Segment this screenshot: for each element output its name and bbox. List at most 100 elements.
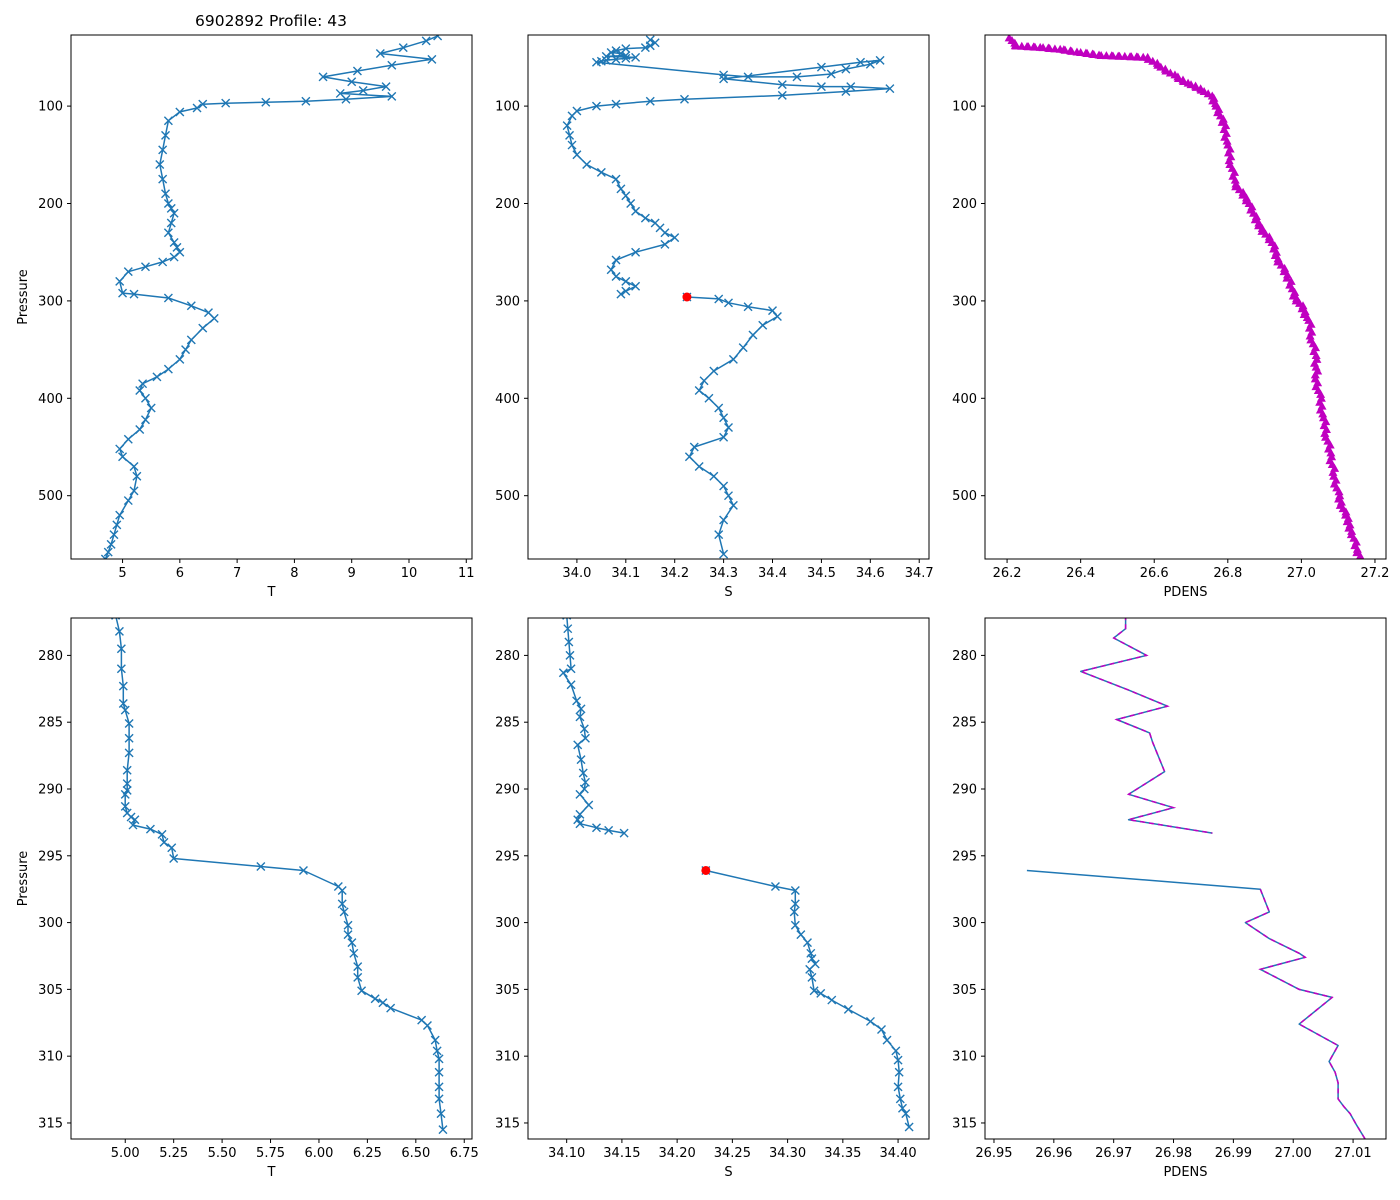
data-point: [124, 748, 134, 758]
data-point: [809, 986, 819, 996]
data-point: [163, 199, 173, 208]
y-tick-label: 200: [38, 197, 63, 212]
data-point: [155, 160, 165, 170]
data-point: [1356, 551, 1365, 559]
data-point: [128, 820, 138, 830]
x-axis-label: T: [267, 1165, 276, 1180]
data-point: [621, 276, 631, 286]
data-point: [865, 59, 875, 69]
data-point: [343, 920, 353, 930]
x-tick-label: 34.4: [758, 566, 787, 581]
x-tick-label: 26.4: [1066, 566, 1095, 581]
x-tick-label: 6.50: [401, 1146, 430, 1161]
y-tick-label: 300: [495, 294, 520, 309]
series-t: [100, 35, 443, 559]
data-point: [621, 191, 631, 201]
series-line: [1026, 869, 1366, 1139]
plot-area: [1004, 35, 1365, 559]
data-point: [181, 345, 191, 355]
data-point: [576, 704, 586, 714]
data-point: [631, 281, 641, 291]
y-tick-label: 305: [38, 983, 63, 998]
data-point: [567, 111, 577, 121]
data-point: [897, 1103, 907, 1113]
data-point: [748, 330, 758, 340]
data-point: [115, 276, 125, 286]
data-point: [1156, 62, 1166, 71]
data-point: [807, 954, 817, 964]
x-tick-label: 26.99: [1215, 1146, 1252, 1161]
series-pdens-upper: [1078, 618, 1213, 834]
data-point: [122, 765, 132, 775]
data-point: [719, 481, 729, 491]
data-point: [719, 549, 729, 559]
data-point: [318, 72, 328, 82]
data-point: [660, 228, 670, 238]
data-point: [777, 80, 787, 90]
plot-area: [100, 35, 443, 559]
data-point: [591, 823, 601, 833]
x-tick-label: 6.75: [450, 1146, 479, 1161]
data-point: [198, 99, 208, 109]
data-point: [1148, 56, 1158, 65]
chart-pdens-zoom: 26.95 26.96 26.97 26.98 26.99 27.00 27.01 280 28…: [952, 617, 1387, 1180]
series-pdens: [1004, 35, 1365, 559]
x-tick-label: 34.1: [611, 566, 640, 581]
data-point: [728, 354, 738, 364]
data-point: [564, 637, 574, 647]
flagged-point: [682, 292, 692, 302]
data-point: [370, 994, 380, 1004]
data-point: [163, 228, 173, 238]
y-tick-label: 295: [495, 849, 520, 864]
data-point: [161, 130, 171, 140]
y-tick-label: 200: [952, 197, 977, 212]
data-point: [434, 1067, 444, 1077]
data-point: [122, 779, 132, 789]
data-point: [770, 882, 780, 892]
data-point: [670, 233, 680, 243]
y-tick-label: 280: [495, 649, 520, 664]
data-point: [790, 920, 800, 930]
x-tick-label: 26.2: [993, 566, 1022, 581]
data-point: [1280, 263, 1290, 272]
x-tick-label: 34.3: [709, 566, 738, 581]
data-point: [790, 899, 800, 909]
data-point: [877, 1024, 886, 1034]
data-point: [611, 255, 621, 265]
data-point: [118, 699, 128, 708]
series-pdens-lower: [1026, 869, 1366, 1139]
chart-s-zoom: 34.10 34.15 34.20 34.25 34.30 34.35 34.40 280 28…: [495, 617, 930, 1180]
y-tick-label: 295: [38, 849, 63, 864]
data-point: [882, 1035, 892, 1045]
x-tick-label: 5.00: [111, 1146, 140, 1161]
data-point: [130, 815, 140, 825]
data-point: [1224, 156, 1234, 165]
figure-title: 6902892 Profile: 43: [195, 12, 347, 30]
data-point: [724, 298, 733, 308]
data-point: [619, 828, 629, 838]
x-tick-label: 26.96: [1035, 1146, 1072, 1161]
data-point: [611, 54, 621, 64]
y-tick-label: 285: [495, 716, 520, 731]
data-point: [1222, 136, 1232, 145]
y-tick-label: 315: [38, 1116, 63, 1131]
y-tick-label: 285: [38, 716, 63, 731]
data-point: [724, 491, 733, 501]
data-point: [186, 301, 196, 311]
data-point: [790, 886, 800, 896]
data-point: [1161, 66, 1171, 75]
axes-frame: [70, 34, 473, 560]
data-point: [724, 423, 733, 433]
data-point: [816, 62, 826, 72]
data-point: [679, 94, 689, 104]
data-point: [563, 624, 573, 634]
y-tick-label: 280: [38, 649, 63, 664]
chart-t-full: 5 6 7 8 9 10 11 100 200 300 400 500 T Pressure: [16, 34, 475, 600]
x-tick-label: 26.8: [1213, 566, 1242, 581]
data-point: [709, 471, 719, 481]
y-tick-label: 280: [952, 649, 977, 664]
data-point: [893, 1082, 903, 1092]
x-tick-label: 5: [118, 566, 126, 581]
data-point: [169, 237, 179, 247]
